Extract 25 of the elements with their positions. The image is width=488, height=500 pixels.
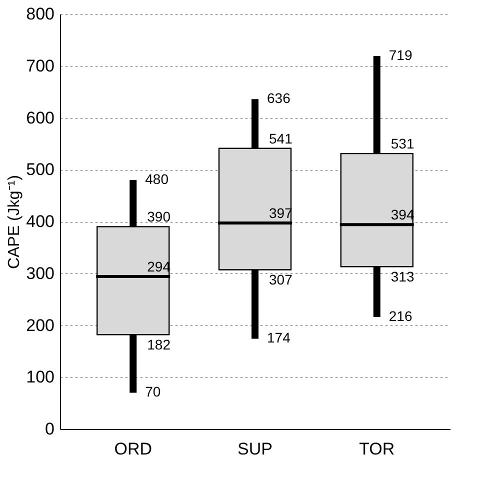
- annotation: 719: [388, 47, 412, 64]
- x-tick-label: ORD: [114, 440, 152, 458]
- y-tick-label: 200: [26, 316, 54, 335]
- annotation: 70: [145, 384, 161, 400]
- annotation: 541: [269, 130, 293, 146]
- annotation: 531: [390, 136, 414, 152]
- y-tick-label: 500: [26, 160, 54, 180]
- annotation: 182: [147, 336, 171, 353]
- x-tick-label: TOR: [359, 440, 395, 458]
- y-tick-label: 700: [26, 56, 54, 76]
- annotation: 390: [147, 208, 171, 225]
- annotation: 636: [267, 90, 291, 106]
- y-tick-label: 100: [26, 368, 54, 387]
- annotation: 216: [388, 308, 412, 324]
- y-tick-label: 800: [26, 4, 54, 24]
- x-tick-label: SUP: [238, 440, 272, 458]
- annotation: 313: [390, 268, 414, 285]
- annotation: 480: [145, 171, 169, 187]
- annotation: 307: [269, 272, 293, 288]
- annotation: 174: [267, 330, 291, 346]
- y-axis-title: CAPE (Jkg⁻¹): [6, 175, 24, 269]
- y-tick-label: 600: [26, 108, 54, 128]
- y-tick-label: 300: [26, 264, 54, 283]
- y-tick-label: 400: [26, 212, 54, 231]
- y-tick-label: 0: [45, 420, 54, 438]
